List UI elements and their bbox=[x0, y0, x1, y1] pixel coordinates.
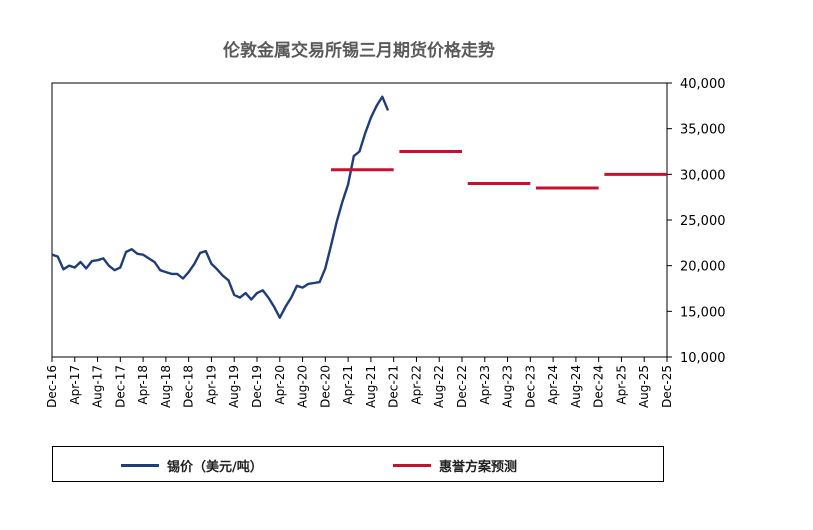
x-tick-label: Aug-25 bbox=[637, 365, 651, 408]
y-tick-label: 40,000 bbox=[680, 77, 726, 92]
legend-label-fitch-forecast: 惠誉方案预测 bbox=[439, 460, 518, 475]
x-tick-label: Dec-16 bbox=[45, 365, 59, 408]
x-tick-label: Apr-25 bbox=[614, 365, 628, 405]
legend-label-tin-price: 锡价（美元/吨） bbox=[167, 460, 263, 475]
x-tick-label: Apr-18 bbox=[136, 365, 150, 405]
y-tick-label: 35,000 bbox=[680, 123, 726, 138]
legend-swatch-fitch-forecast bbox=[393, 464, 431, 467]
x-tick-label: Aug-18 bbox=[159, 365, 173, 408]
x-tick-label: Apr-24 bbox=[546, 365, 560, 405]
chart-title: 伦敦金属交易所锡三月期货价格走势 bbox=[223, 41, 495, 61]
x-tick-label: Dec-17 bbox=[113, 365, 127, 408]
plot-area-frame bbox=[51, 82, 668, 358]
x-tick-label: Apr-23 bbox=[478, 365, 492, 405]
x-tick-label: Dec-18 bbox=[182, 365, 196, 408]
x-tick-label: Apr-17 bbox=[68, 365, 82, 405]
x-tick-label: Aug-20 bbox=[296, 365, 310, 408]
x-tick-label: Aug-21 bbox=[364, 365, 378, 408]
x-tick-label: Apr-22 bbox=[409, 365, 423, 405]
x-tick-label: Dec-22 bbox=[455, 365, 469, 408]
x-tick-label: Dec-20 bbox=[318, 365, 332, 408]
y-tick-label: 30,000 bbox=[680, 168, 726, 183]
legend-item-tin-price: 锡价（美元/吨） bbox=[121, 456, 263, 475]
x-tick-label: Aug-22 bbox=[432, 365, 446, 408]
x-tick-label: Dec-21 bbox=[387, 365, 401, 408]
y-tick-label: 10,000 bbox=[680, 351, 726, 366]
x-tick-label: Dec-25 bbox=[660, 365, 674, 408]
x-tick-label: Apr-21 bbox=[341, 365, 355, 405]
legend-swatch-tin-price bbox=[121, 464, 159, 467]
x-tick-label: Apr-19 bbox=[204, 365, 218, 405]
x-tick-label: Aug-24 bbox=[569, 365, 583, 408]
x-tick-label: Apr-20 bbox=[273, 365, 287, 405]
legend: 锡价（美元/吨） 惠誉方案预测 bbox=[52, 446, 664, 482]
series-layer bbox=[51, 95, 667, 319]
x-tick-label: Dec-19 bbox=[250, 365, 264, 408]
legend-item-fitch-forecast: 惠誉方案预测 bbox=[393, 456, 517, 475]
x-tick-label: Dec-24 bbox=[592, 365, 606, 408]
y-tick-label: 20,000 bbox=[680, 260, 726, 275]
y-tick-label: 25,000 bbox=[680, 214, 726, 229]
x-axis: Dec-16 Apr-17 Aug-17 Dec-17 Apr-18 Aug-18 Dec-… bbox=[45, 357, 674, 408]
x-tick-label: Aug-23 bbox=[501, 365, 515, 408]
y-tick-label: 15,000 bbox=[680, 305, 726, 320]
series-line-tin-price bbox=[51, 95, 390, 319]
y-axis: 10,000 15,000 20,000 25,000 30,000 35,000 40,0… bbox=[667, 77, 726, 366]
x-tick-label: Aug-19 bbox=[227, 365, 241, 408]
x-tick-label: Dec-23 bbox=[523, 365, 537, 408]
x-tick-label: Aug-17 bbox=[91, 365, 105, 408]
